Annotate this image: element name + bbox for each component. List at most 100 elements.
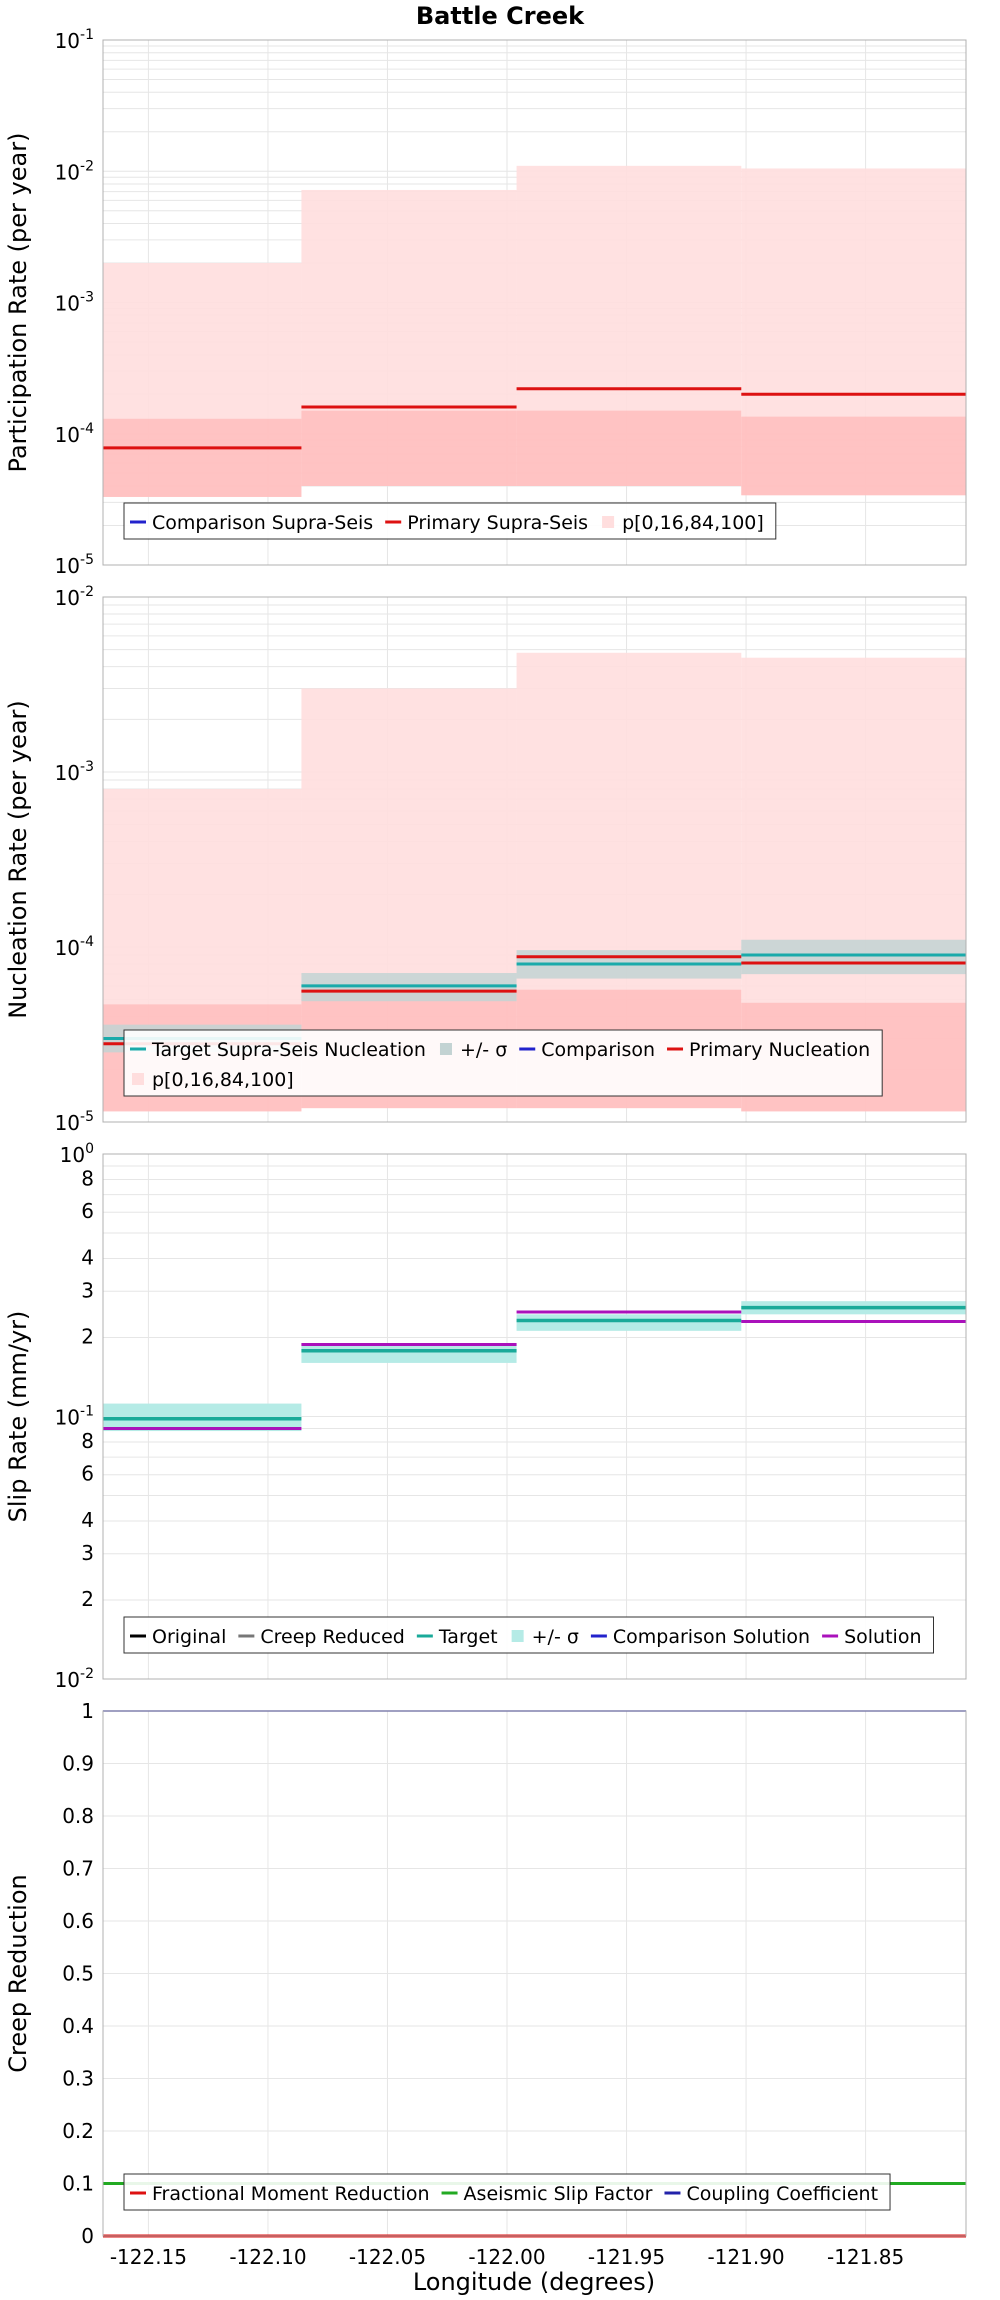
y-tick-label: 0.5 [62,1962,94,1986]
y-minor-tick-label: 2 [81,1324,94,1348]
x-tick-label: -122.05 [349,2245,426,2269]
x-tick-label: -122.15 [110,2245,187,2269]
panel-4: 0 0.1 0.2 0.3 0.4 0.5 0.6 0.7 0.8 0.9 1 Creep Reduc… [4,1699,967,2248]
y-tick-label: 1 [81,1699,94,1723]
legend-box [123,2173,891,2211]
y-minor-tick-label: 2 [81,1587,94,1611]
y-tick-label: 0.6 [62,1909,94,1933]
tick-label-base: 10 [55,1406,80,1430]
legend-label: Fractional Moment Reduction [152,2183,430,2205]
y-minor-tick-label: 8 [81,1166,94,1190]
legend-swatch [132,1073,144,1085]
y-tick-label: 10-1 [55,1404,94,1430]
tick-label-exponent: 0 [85,1141,94,1157]
x-tick-label: -121.95 [588,2245,665,2269]
plot-frame [102,1710,967,2237]
legend-box [123,1616,934,1654]
plot-frame [102,596,967,1123]
chart-title: Battle Creek [416,2,585,30]
tick-label-exponent: -3 [80,290,94,306]
legend: Original Creep Reduced Target +/- σ Comparis… [123,1616,934,1654]
y-tick-label: 100 [60,1141,94,1167]
y-tick-label: 0.2 [62,2119,94,2143]
grid [103,1710,966,2237]
y-axis-label: Nucleation Rate (per year) [4,700,32,1019]
legend-label: p[0,16,84,100] [622,512,764,534]
range-band-inner [516,410,742,486]
range-band-inner [741,416,966,496]
legend-swatch [511,1630,524,1642]
legend-label: Comparison Supra-Seis [152,512,373,534]
tick-label-exponent: -2 [80,1666,94,1682]
y-tick-label: 0 [81,2224,94,2248]
sigma-band [741,939,966,975]
legend-label: Comparison Solution [613,1626,810,1648]
legend-box [123,1029,883,1097]
y-tick-label: 10-1 [55,27,94,53]
legend-label: Solution [844,1626,921,1648]
y-axis-label: Slip Rate (mm/yr) [4,1311,32,1523]
tick-label-base: 10 [55,423,80,447]
y-tick-label: 0.9 [62,1752,94,1776]
y-tick-label: 0.4 [62,2014,94,2038]
y-tick-label: 0.1 [62,2172,94,2196]
y-tick-label: 10-5 [55,552,94,578]
y-minor-tick-label: 6 [81,1199,94,1223]
y-tick-label: 0.3 [62,2067,94,2091]
legend-swatch [602,516,615,528]
legend-label: Target [438,1626,498,1648]
y-tick-label: 10-2 [55,1666,94,1692]
y-tick-label: 10-3 [55,759,94,785]
sigma-band [301,1343,517,1363]
tick-label-base: 10 [60,1143,85,1167]
legend-label: p[0,16,84,100] [152,1069,294,1091]
tick-label-exponent: -5 [80,552,94,568]
tick-label-base: 10 [55,761,80,785]
legend-label: Aseismic Slip Factor [464,2183,653,2205]
tick-label-base: 10 [55,160,80,184]
legend-swatch [439,1043,452,1055]
range-band-inner [301,410,517,486]
tick-label-base: 10 [55,554,80,578]
legend: Fractional Moment Reduction Aseismic Slip… [123,2173,891,2211]
y-minor-tick-label: 4 [81,1245,94,1269]
y-axis-label: Creep Reduction [4,1874,32,2072]
tick-label-exponent: -4 [80,934,94,950]
x-tick-label: -122.00 [468,2245,545,2269]
y-tick-label: 10-2 [55,158,94,184]
legend-label: Original [152,1626,226,1648]
legend-label: Coupling Coefficient [686,2183,878,2205]
tick-label-base: 10 [55,1111,80,1135]
y-minor-tick-label: 6 [81,1462,94,1486]
sigma-band [516,1314,742,1331]
y-minor-tick-label: 4 [81,1508,94,1532]
y-minor-tick-label: 8 [81,1429,94,1453]
y-tick-label: 10-5 [55,1109,94,1135]
y-tick-label: 10-3 [55,290,94,316]
tick-label-exponent: -3 [80,759,94,775]
x-axis: -122.15 -122.10 -122.05 -122.00 -121.95 -121.… [110,2245,904,2269]
legend-label: Target Supra-Seis Nucleation [151,1039,426,1061]
plot-frame [102,39,967,566]
x-tick-label: -122.10 [229,2245,306,2269]
tick-label-base: 10 [55,29,80,53]
legend-label: +/- σ [532,1626,579,1648]
legend: Comparison Supra-Seis Primary Supra-Seis p… [123,502,777,540]
x-tick-label: -121.90 [707,2245,784,2269]
legend-box [123,502,777,540]
legend: Target Supra-Seis Nucleation +/- σ Compari… [123,1029,883,1097]
y-axis-label: Participation Rate (per year) [4,133,32,473]
tick-label-base: 10 [55,1668,80,1692]
tick-label-exponent: -1 [80,1404,94,1420]
y-tick-label: 10-4 [55,421,95,447]
y-tick-label: 0.8 [62,1804,94,1828]
y-tick-label: 10-4 [55,934,95,960]
tick-label-exponent: -5 [80,1109,94,1125]
tick-label-exponent: -1 [80,27,94,43]
x-tick-label: -121.85 [827,2245,904,2269]
plot-frame [102,1153,967,1680]
legend-label: Primary Nucleation [689,1039,870,1061]
